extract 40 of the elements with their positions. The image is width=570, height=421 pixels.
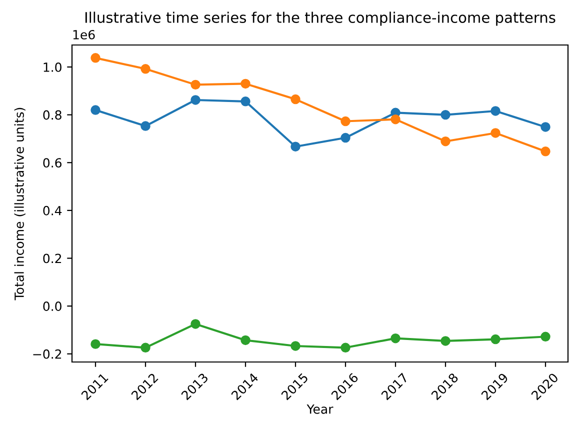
point bbox=[240, 78, 250, 89]
y-tick-label: 0.4 bbox=[43, 206, 62, 216]
chart-title: Illustrative time series for the three compliance-income patterns bbox=[85, 12, 556, 26]
point bbox=[140, 121, 150, 131]
y-tick-label: 0.6 bbox=[43, 158, 62, 168]
text: 1e6 bbox=[73, 30, 95, 40]
point bbox=[290, 142, 300, 152]
y-axis-title: Total income (illustrative units) bbox=[14, 108, 26, 300]
point bbox=[290, 94, 300, 104]
x-axis-title: Year bbox=[306, 404, 334, 414]
point bbox=[90, 53, 100, 63]
point bbox=[440, 336, 450, 346]
point bbox=[440, 136, 450, 146]
y-tick-label: 0.8 bbox=[43, 110, 62, 120]
point bbox=[440, 110, 450, 120]
point bbox=[140, 64, 150, 74]
point bbox=[290, 341, 300, 351]
point bbox=[490, 128, 500, 138]
point bbox=[190, 319, 200, 329]
point bbox=[340, 116, 350, 126]
point bbox=[140, 342, 150, 353]
point bbox=[390, 114, 400, 124]
point bbox=[490, 334, 500, 344]
point bbox=[540, 146, 550, 156]
point bbox=[540, 122, 550, 132]
point bbox=[240, 96, 250, 106]
point bbox=[340, 132, 350, 143]
point bbox=[190, 80, 200, 90]
point bbox=[490, 106, 500, 116]
y-tick-label: 0.0 bbox=[43, 302, 62, 311]
point bbox=[340, 342, 350, 353]
point bbox=[90, 105, 100, 115]
y-tick-label: −0.2 bbox=[33, 349, 62, 359]
point bbox=[240, 335, 250, 346]
point bbox=[90, 339, 100, 349]
point bbox=[390, 333, 400, 344]
y-tick-label: 0.2 bbox=[43, 254, 62, 264]
point bbox=[190, 95, 200, 105]
y-tick-label: 1.0 bbox=[44, 62, 62, 72]
point bbox=[540, 332, 550, 342]
